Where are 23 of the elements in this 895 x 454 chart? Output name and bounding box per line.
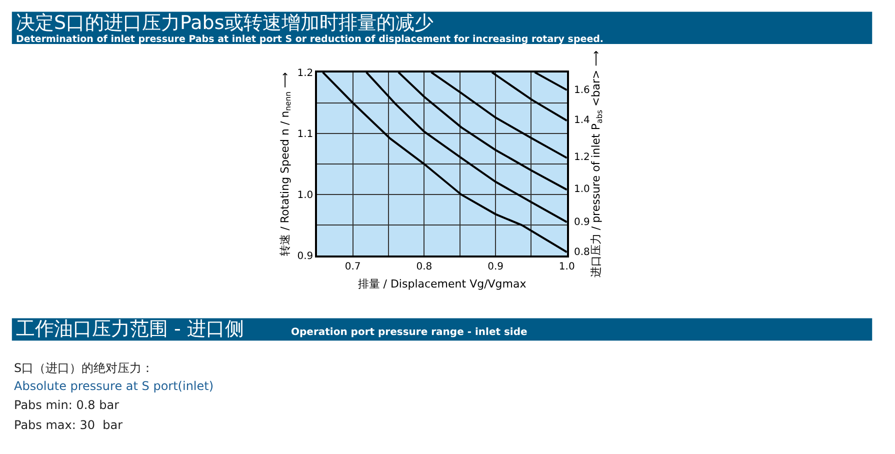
- x-tick-label: 0.8: [416, 262, 432, 273]
- x-tick-label: 0.9: [488, 262, 504, 273]
- series-label: 0.8: [574, 247, 590, 258]
- y-tick-label: 1.2: [297, 68, 314, 79]
- x-tick-label: 1.0: [558, 262, 575, 273]
- text: S口（进口）的绝对压力：: [14, 361, 154, 375]
- x-tick-label: 0.7: [344, 262, 361, 273]
- y-tick-label: 1.0: [297, 190, 314, 202]
- chart-subtitle: Determination of inlet pressure Pabs at inlet port S or reduction of displacement for increasing rotary speed.: [16, 34, 604, 45]
- x-axis-title: 排量 / Displacement Vg/Vgmax: [358, 277, 527, 290]
- series-label: 1.4: [574, 115, 590, 126]
- text: Absolute pressure at S port(inlet): [14, 379, 214, 393]
- text: 工作油口压力范围 - 进口侧: [16, 318, 244, 340]
- text: Pabs max: 30 bar: [14, 418, 123, 432]
- series-label: 0.9: [574, 217, 590, 228]
- series-label: 1.2: [574, 152, 590, 163]
- y-tick-label: 1.1: [297, 128, 314, 140]
- chart-title: 决定S口的进口压力Pabs或转速增加时排量的减少: [16, 12, 434, 34]
- text: Operation port pressure range - inlet side: [291, 327, 528, 338]
- y-tick-label: 0.9: [297, 251, 314, 262]
- series-label: 1.6: [574, 85, 590, 96]
- text: Pabs min: 0.8 bar: [14, 398, 120, 412]
- series-label: 1.0: [574, 184, 590, 195]
